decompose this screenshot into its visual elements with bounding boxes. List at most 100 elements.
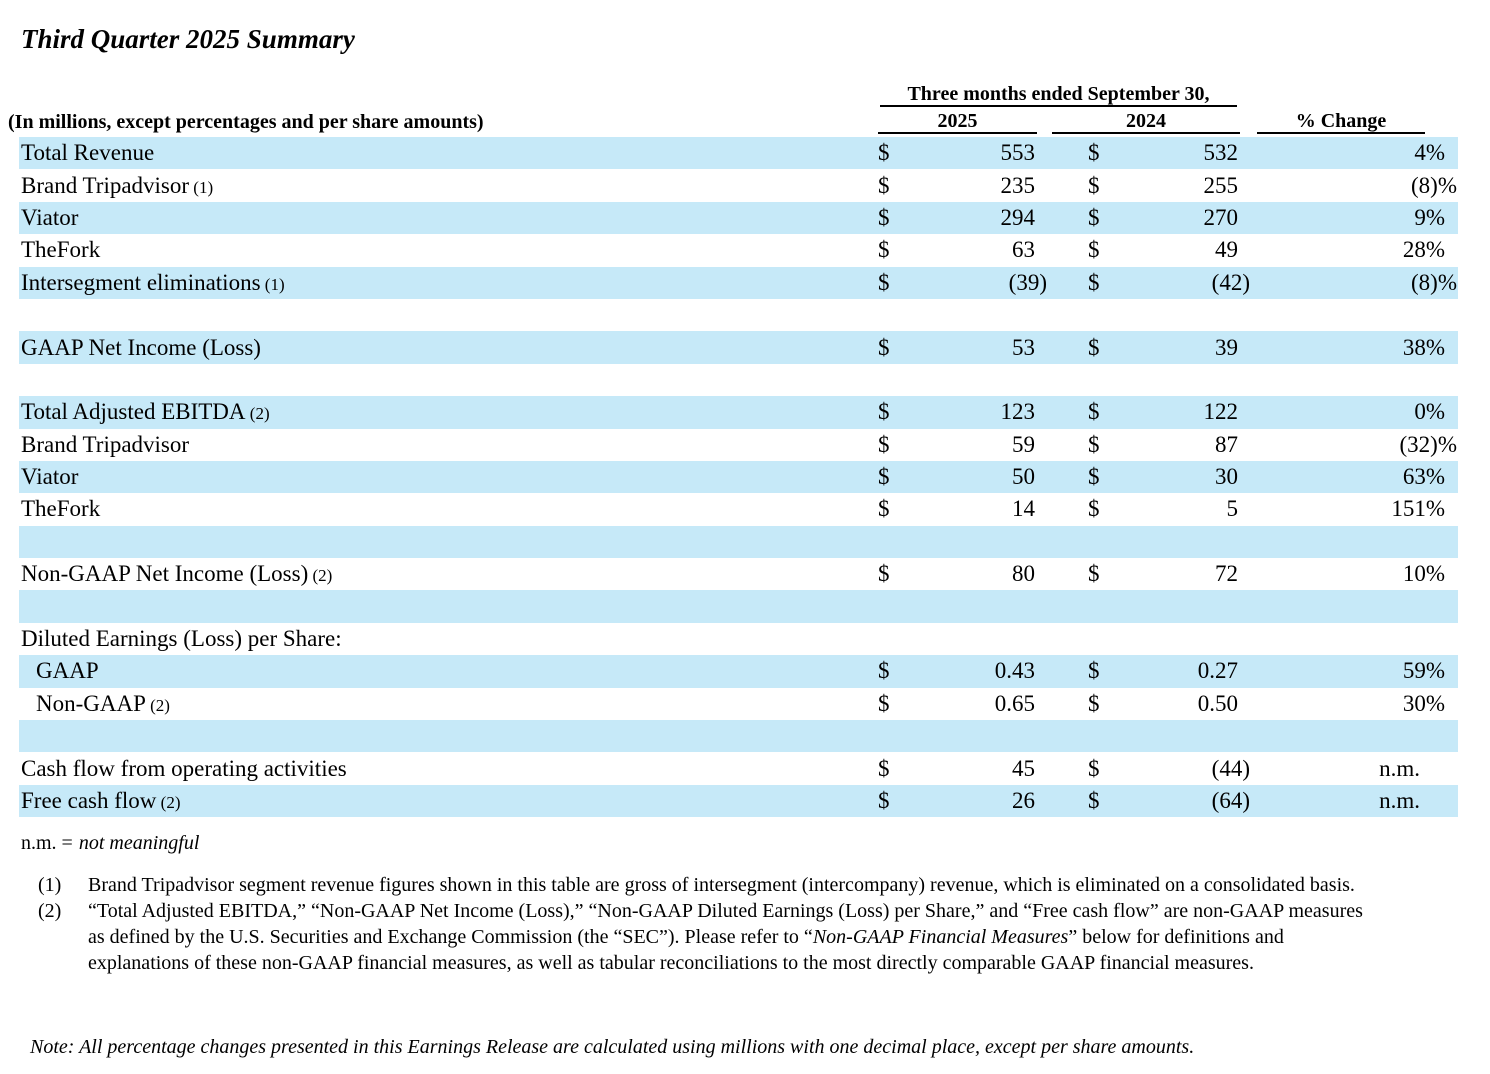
spacer-row [19, 525, 1458, 559]
row-label: Brand Tripadvisor [21, 172, 190, 198]
value-2025-text: 26 [1012, 788, 1035, 813]
value-2024-text: 532 [1203, 140, 1239, 166]
table-row: TheFork $14 $5 151% [19, 493, 1458, 525]
footnotes: (1) Brand Tripadvisor segment revenue fig… [38, 872, 1378, 976]
value-2024: 5 [1118, 493, 1240, 525]
footnote-2-text-before: “Total Adjusted EBITDA,” “Non-GAAP Net I… [88, 900, 1363, 948]
row-label: Viator [21, 204, 79, 230]
value-change: n.m. [1240, 752, 1458, 784]
row-label: Non-GAAP Net Income (Loss) [21, 561, 309, 587]
value-2024: (44) [1118, 752, 1250, 784]
row-label-cell: GAAP [19, 655, 872, 688]
table-row: Free cash flow (2) $26 $ (64) n.m. [19, 784, 1458, 818]
table-row: Brand Tripadvisor $59 $87 (32)% [19, 429, 1458, 461]
table-caption: (In millions, except percentages and per… [8, 111, 484, 133]
value-change [1240, 720, 1458, 753]
row-label: GAAP [36, 658, 99, 684]
currency-symbol-2025 [872, 525, 905, 559]
row-label-cell: Non-GAAP Net Income (Loss) (2) [19, 558, 872, 590]
value-2024-text: (64) [1211, 788, 1250, 813]
value-change-text: 10% [1402, 561, 1445, 587]
value-2025 [905, 525, 1037, 559]
value-change-text: n.m. [1379, 755, 1420, 781]
summary-table-body: Total Revenue $553 $532 4% Brand Tripadvisor… [19, 137, 1458, 818]
row-label: Total Adjusted EBITDA [21, 399, 246, 425]
value-2025 [905, 720, 1037, 753]
value-change-text: 4% [1414, 140, 1445, 166]
row-label: TheFork [21, 496, 101, 522]
value-2025: 53 [905, 331, 1037, 364]
value-2024: (42) [1118, 266, 1250, 299]
value-2025: 294 [905, 201, 1037, 235]
currency-symbol-2025: $ [872, 201, 905, 235]
column-gap [1037, 720, 1085, 753]
value-2024: 72 [1118, 558, 1240, 590]
column-gap [1037, 590, 1085, 623]
row-label-cell: Brand Tripadvisor [19, 429, 872, 461]
currency-symbol-2024: $ [1085, 784, 1118, 818]
spacer-row [19, 720, 1458, 753]
value-2025-text: 50 [1012, 464, 1035, 490]
value-change: 4% [1240, 137, 1458, 170]
value-2024-text: 39 [1215, 334, 1238, 360]
footnote-2-text-after: ” below for definitions and explanations… [88, 926, 1284, 974]
value-change-text: (32)% [1399, 431, 1457, 457]
row-label-cell: TheFork [19, 234, 872, 266]
value-change-text: 9% [1414, 204, 1445, 230]
currency-symbol-2025: $ [872, 266, 905, 299]
value-2024-text: 5 [1226, 496, 1239, 522]
value-change: 0% [1240, 396, 1458, 429]
value-change: 38% [1240, 331, 1458, 364]
value-2024: 87 [1118, 429, 1240, 461]
value-2025: 0.43 [905, 655, 1037, 688]
row-label: Viator [21, 464, 79, 490]
currency-symbol-2024-text: $ [1088, 690, 1100, 716]
value-2024: 270 [1118, 201, 1240, 235]
row-label-cell: Cash flow from operating activities [19, 752, 872, 784]
value-2025-text: 59 [1012, 431, 1035, 457]
value-2025: 80 [905, 558, 1037, 590]
value-2025-text: (39) [1008, 269, 1047, 295]
row-label-cell [19, 590, 872, 623]
footnote-1-marker: (1) [38, 874, 62, 896]
value-change-text: 28% [1402, 237, 1445, 263]
currency-symbol-2024-text: $ [1088, 334, 1100, 360]
value-2024: 0.27 [1118, 655, 1240, 688]
currency-symbol-2025-text: $ [878, 464, 890, 490]
column-gap [1037, 234, 1085, 266]
value-2025-text: 294 [1000, 204, 1036, 230]
value-change: (32)% [1240, 429, 1458, 461]
value-change: 59% [1240, 655, 1458, 688]
currency-symbol-2024-text: $ [1088, 658, 1100, 684]
value-2025: 45 [905, 752, 1037, 784]
value-2025-text: 14 [1012, 496, 1035, 522]
currency-symbol-2025-text: $ [878, 788, 890, 813]
currency-symbol-2025: $ [872, 396, 905, 429]
row-label-cell: TheFork [19, 493, 872, 525]
currency-symbol-2024: $ [1085, 169, 1118, 201]
value-2024-text: (44) [1211, 755, 1250, 781]
table-row: Viator $294 $270 9% [19, 201, 1458, 235]
value-change-text: 0% [1414, 399, 1445, 425]
value-change-text: (8)% [1411, 172, 1457, 198]
table-row: Non-GAAP Net Income (Loss) (2) $80 $72 10% [19, 558, 1458, 590]
row-label-cell: Non-GAAP (2) [19, 688, 872, 720]
currency-symbol-2024-text: $ [1088, 172, 1100, 198]
value-change [1240, 364, 1458, 396]
currency-symbol-2024 [1085, 299, 1118, 331]
value-2024 [1118, 299, 1240, 331]
row-label: Intersegment eliminations [21, 269, 261, 295]
value-change: 30% [1240, 688, 1458, 720]
currency-symbol-2024 [1085, 364, 1118, 396]
value-change: (8)% [1240, 266, 1458, 299]
column-gap [1037, 266, 1085, 299]
currency-symbol-2024 [1085, 623, 1118, 655]
currency-symbol-2025-text: $ [878, 496, 890, 522]
currency-symbol-2025-text: $ [878, 690, 890, 716]
value-2025 [905, 623, 1037, 655]
value-2025: 235 [905, 169, 1037, 201]
column-gap [1037, 525, 1085, 559]
column-gap [1037, 364, 1085, 396]
row-label-cell: Viator [19, 201, 872, 235]
column-gap [1037, 299, 1085, 331]
